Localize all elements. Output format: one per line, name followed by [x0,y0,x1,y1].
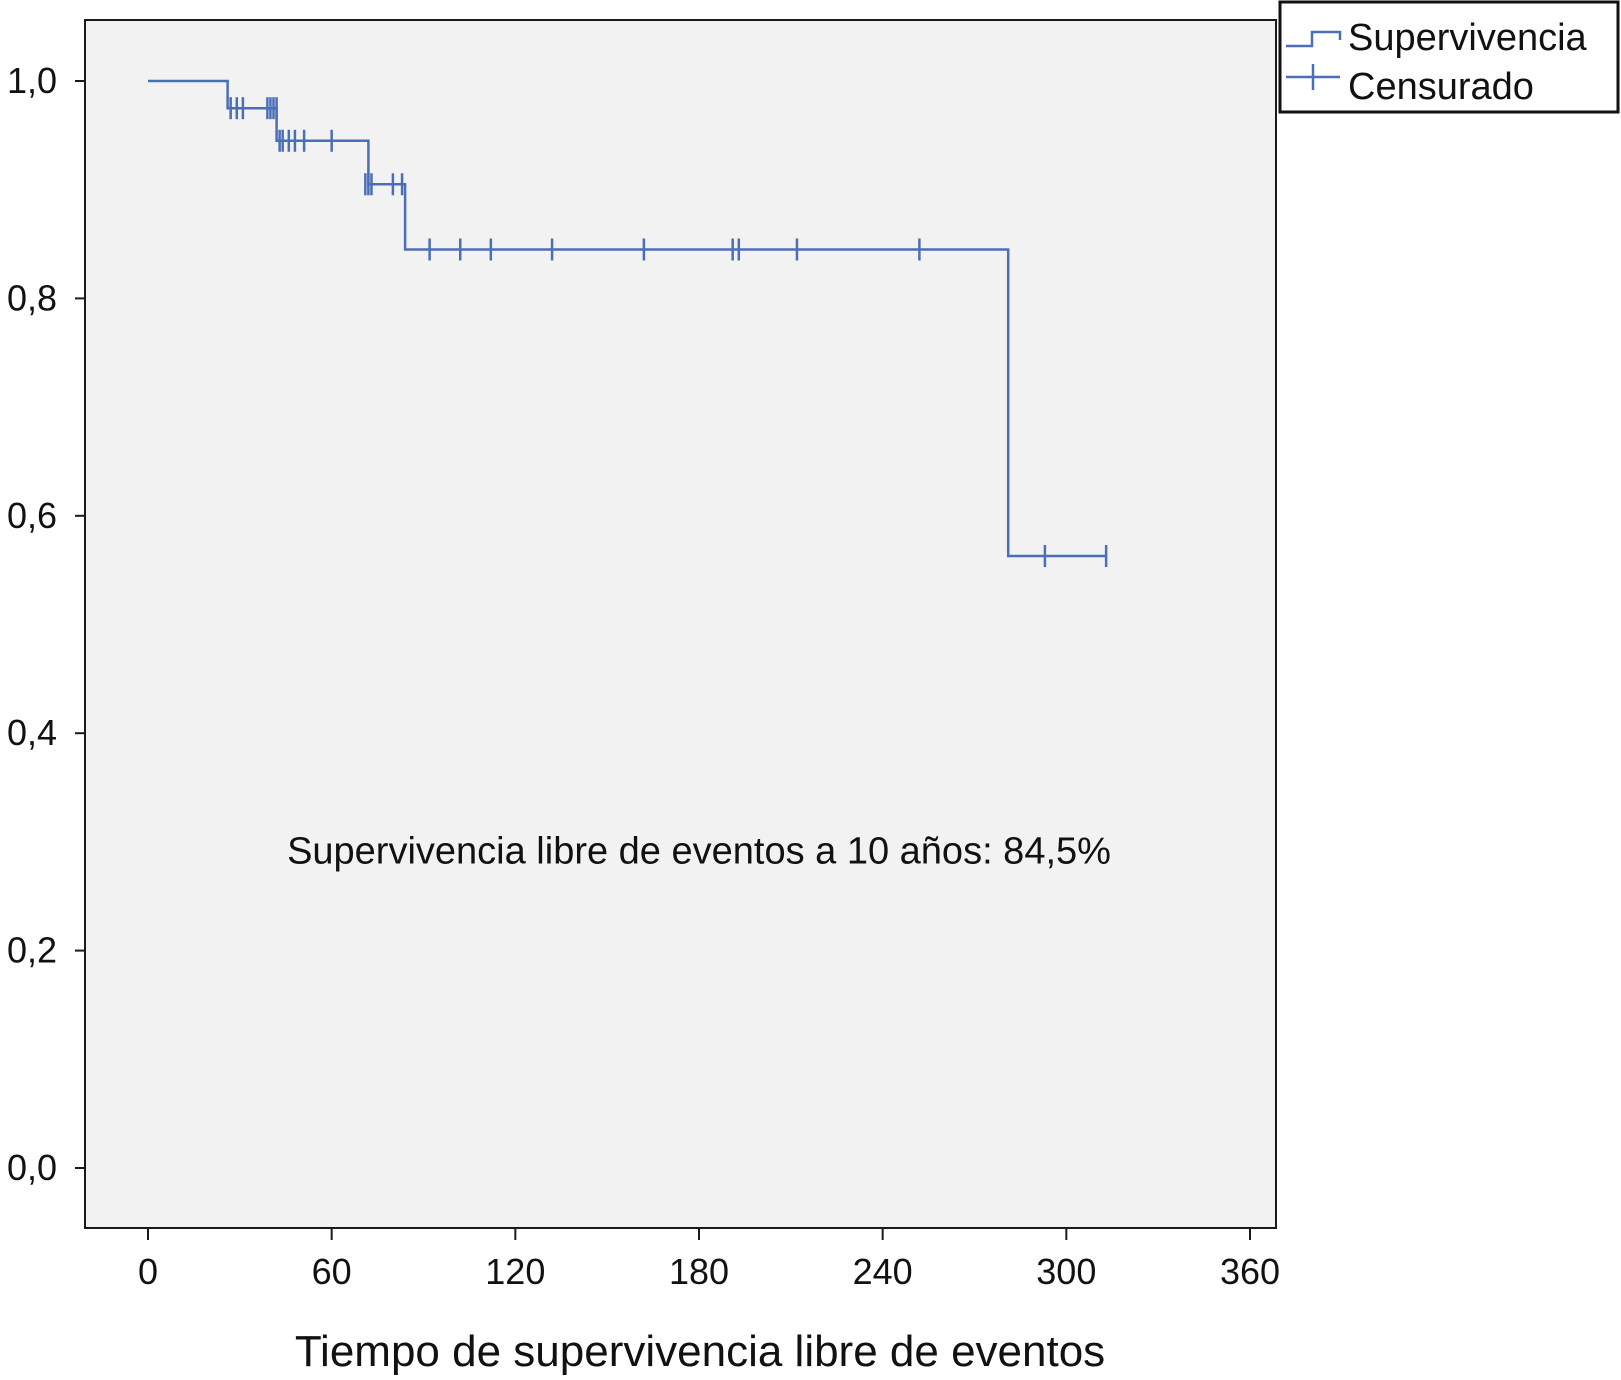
y-axis: 0,0 0,2 0,4 0,6 0,8 1,0 [7,60,85,1188]
x-tick-label: 240 [853,1251,913,1292]
legend-step-symbol [1286,30,1342,48]
legend-box [1278,0,1620,114]
y-tick-label: 0,2 [7,930,57,971]
series-layer [148,79,1108,568]
y-tick-label: 0,8 [7,277,57,318]
y-tick-label: 1,0 [7,60,57,101]
x-tick-label: 300 [1036,1251,1096,1292]
plot-area [84,19,1277,1229]
y-tick-label: 0,0 [7,1147,57,1188]
x-tick-label: 180 [669,1251,729,1292]
y-tick-label: 0,4 [7,712,57,753]
legend-label-censurado: Censurado [1348,66,1534,108]
x-tick-label: 0 [138,1251,158,1292]
x-tick-label: 120 [485,1251,545,1292]
survival-step-line [148,79,1107,558]
legend: Supervivencia Censurado [1278,0,1620,114]
y-tick-label: 0,6 [7,495,57,536]
legend-label-supervivencia: Supervivencia [1348,17,1588,59]
x-axis: 0 60 120 180 240 300 360 [138,1228,1280,1292]
x-tick-label: 60 [312,1251,352,1292]
annotation-text: Supervivencia libre de eventos a 10 años… [287,831,1111,873]
x-axis-label: Tiempo de supervivencia libre de eventos [295,1327,1105,1376]
x-tick-label: 360 [1220,1251,1280,1292]
